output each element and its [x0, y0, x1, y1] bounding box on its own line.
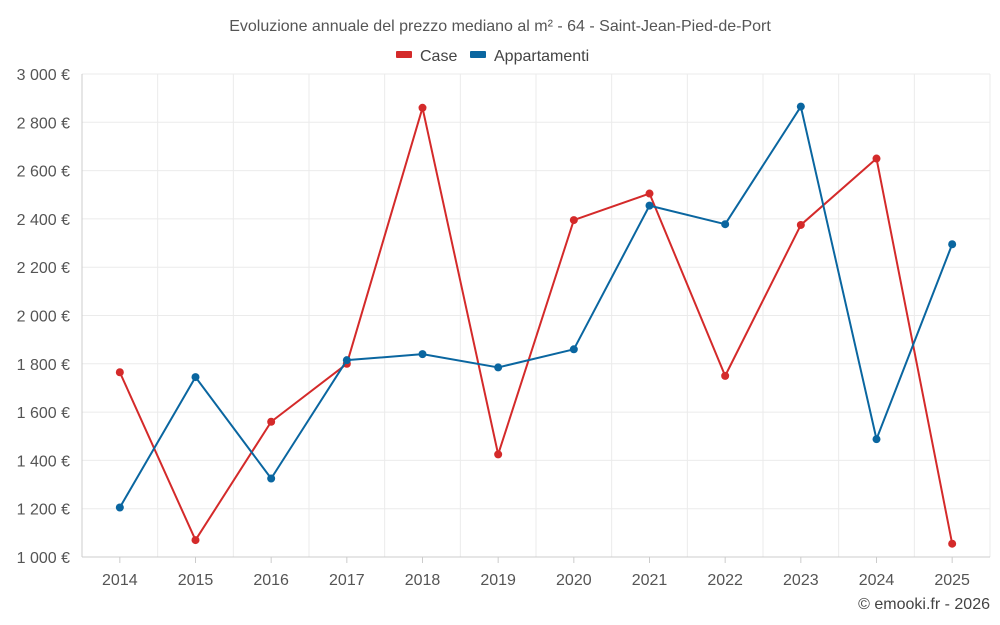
data-point-case-2018[interactable] — [418, 103, 427, 112]
data-point-case-2014[interactable] — [115, 368, 124, 377]
data-point-appartamenti-2018[interactable] — [418, 350, 427, 359]
legend-label-case[interactable]: Case — [420, 48, 457, 65]
data-point-appartamenti-2014[interactable] — [115, 503, 124, 512]
data-point-appartamenti-2016[interactable] — [267, 474, 276, 483]
data-point-case-2019[interactable] — [494, 450, 503, 459]
y-tick-label: 2 200 € — [17, 260, 70, 277]
legend-swatch-appartamenti — [470, 51, 486, 58]
data-point-case-2022[interactable] — [721, 371, 730, 380]
axes: 1 000 € 1 200 € 1 400 € 1 600 € 1 800 € 2 000… — [17, 67, 990, 589]
data-point-case-2021[interactable] — [645, 189, 654, 198]
x-tick-label: 2014 — [102, 572, 138, 589]
data-point-appartamenti-2020[interactable] — [569, 345, 578, 354]
y-tick-label: 1 200 € — [17, 502, 70, 519]
x-tick-label: 2019 — [480, 572, 516, 589]
data-point-appartamenti-2022[interactable] — [721, 220, 730, 229]
data-point-appartamenti-2017[interactable] — [342, 356, 351, 365]
x-tick-label: 2025 — [934, 572, 970, 589]
data-point-case-2020[interactable] — [569, 216, 578, 225]
series — [115, 102, 957, 548]
legend-swatch-case — [396, 51, 412, 58]
data-point-appartamenti-2021[interactable] — [645, 201, 654, 210]
data-point-case-2025[interactable] — [948, 539, 957, 548]
x-tick-label: 2018 — [405, 572, 441, 589]
y-tick-label: 1 800 € — [17, 357, 70, 374]
legend: Case Appartamenti — [396, 48, 589, 65]
x-tick-label: 2024 — [859, 572, 895, 589]
data-point-appartamenti-2023[interactable] — [796, 102, 805, 111]
data-point-appartamenti-2019[interactable] — [494, 363, 503, 372]
data-point-appartamenti-2015[interactable] — [191, 373, 200, 382]
data-point-appartamenti-2025[interactable] — [948, 240, 957, 249]
y-tick-label: 3 000 € — [17, 67, 70, 84]
data-point-appartamenti-2024[interactable] — [872, 435, 881, 444]
grid — [82, 73, 991, 557]
chart-title: Evoluzione annuale del prezzo mediano al… — [229, 18, 771, 35]
data-point-case-2024[interactable] — [872, 154, 881, 163]
y-tick-label: 1 600 € — [17, 405, 70, 422]
x-tick-label: 2016 — [253, 572, 289, 589]
y-tick-label: 1 400 € — [17, 453, 70, 470]
y-tick-label: 1 000 € — [17, 550, 70, 567]
y-tick-label: 2 400 € — [17, 212, 70, 229]
y-tick-label: 2 000 € — [17, 309, 70, 326]
data-point-case-2023[interactable] — [796, 220, 805, 229]
x-tick-label: 2023 — [783, 572, 819, 589]
series-line-appartamenti — [118, 105, 954, 508]
x-tick-label: 2015 — [178, 572, 214, 589]
series-line-case — [118, 106, 954, 544]
credit-text: © emooki.fr - 2026 — [858, 596, 990, 613]
x-tick-label: 2017 — [329, 572, 365, 589]
y-tick-label: 2 600 € — [17, 164, 70, 181]
y-tick-label: 2 800 € — [17, 115, 70, 132]
data-point-case-2016[interactable] — [267, 417, 276, 426]
data-point-case-2015[interactable] — [191, 536, 200, 545]
x-tick-label: 2021 — [632, 572, 668, 589]
legend-label-appartamenti[interactable]: Appartamenti — [494, 48, 589, 65]
x-tick-label: 2022 — [707, 572, 743, 589]
x-tick-label: 2020 — [556, 572, 592, 589]
